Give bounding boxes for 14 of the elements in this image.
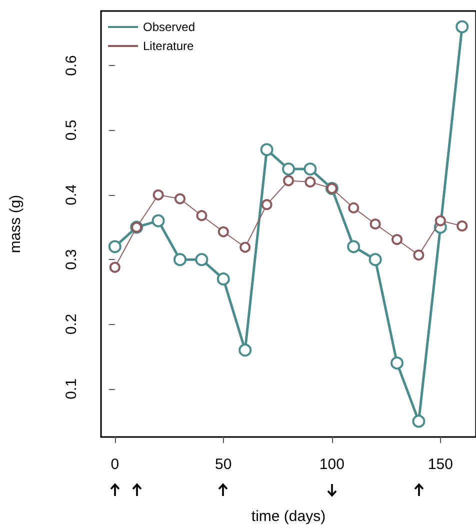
legend-label: Observed bbox=[143, 20, 196, 34]
x-tick-label: 0 bbox=[110, 456, 120, 473]
x-axis-title: time (days) bbox=[251, 508, 326, 525]
y-axis-title: mass (g) bbox=[7, 194, 24, 254]
y-tick-label: 0.3 bbox=[63, 249, 80, 270]
y-tick-label: 0.5 bbox=[63, 120, 80, 141]
x-tick-label: 100 bbox=[319, 456, 344, 473]
x-tick-label: 50 bbox=[215, 456, 232, 473]
legend-label: Literature bbox=[143, 39, 194, 53]
y-tick-label: 0.1 bbox=[63, 378, 80, 400]
x-tick-label: 150 bbox=[428, 456, 453, 473]
y-tick-label: 0.6 bbox=[63, 55, 80, 76]
y-tick-label: 0.4 bbox=[63, 184, 80, 206]
y-tick-label: 0.2 bbox=[63, 314, 80, 335]
